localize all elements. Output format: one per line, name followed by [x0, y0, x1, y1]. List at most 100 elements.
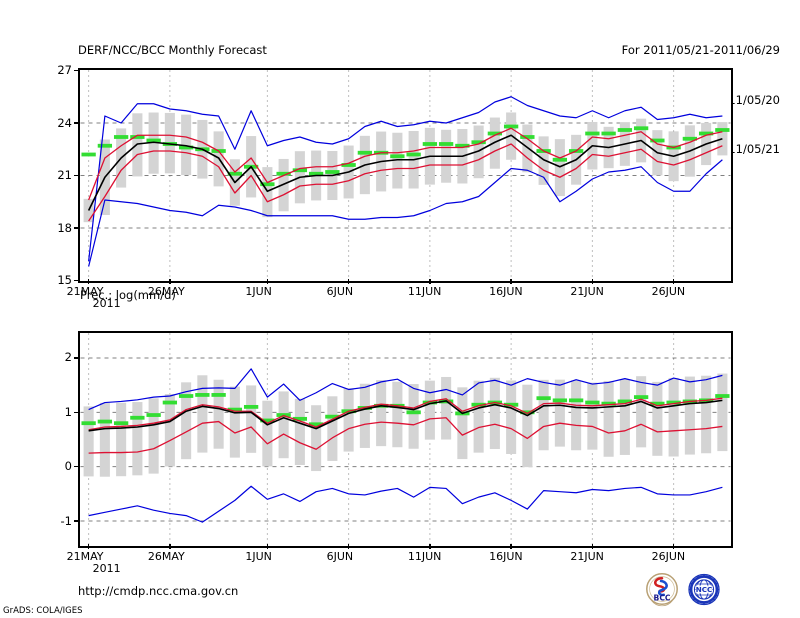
temperature-plot-canvas	[80, 70, 731, 281]
climatology-dash	[390, 154, 405, 159]
x-tick-label: 1JUN	[245, 550, 272, 563]
precipitation-chart-panel	[78, 331, 733, 548]
spread-bar	[684, 376, 695, 455]
spread-bar	[83, 406, 94, 477]
x-tick-label: 26MAY	[147, 550, 185, 563]
spread-bar	[603, 380, 614, 457]
spread-bar	[701, 375, 712, 454]
x-tick-mark	[266, 544, 269, 549]
climatology-dash	[211, 393, 226, 397]
spread-bar	[522, 384, 533, 468]
spread-bar	[327, 396, 338, 461]
spread-bar	[181, 382, 192, 460]
climatology-dash	[633, 395, 649, 399]
climatology-dash	[260, 418, 275, 423]
spread-bar	[229, 386, 240, 458]
spread-bar	[408, 384, 419, 449]
spread-bar	[164, 394, 175, 467]
ensemble-maximum-line	[88, 96, 723, 262]
climatology-dash	[585, 131, 600, 136]
spread-bar	[116, 402, 127, 477]
climatology-dash	[113, 421, 129, 426]
spread-bar	[278, 158, 289, 212]
spread-bar	[554, 139, 565, 197]
spread-bar	[392, 381, 403, 448]
climatology-dash	[227, 407, 243, 412]
climatology-dash	[585, 400, 600, 405]
climatology-dash	[633, 126, 649, 131]
climatology-dash	[682, 136, 698, 141]
ensemble-maximum-line	[88, 368, 723, 411]
climatology-dash	[341, 163, 356, 167]
spread-bar	[538, 136, 549, 185]
climatology-dash	[325, 170, 340, 174]
bcc-logo: BCC	[644, 573, 680, 611]
climatology-dash	[325, 414, 340, 419]
grads-attribution: GrADS: COLA/IGES	[3, 606, 83, 616]
climatology-dash	[536, 396, 551, 401]
spread-bar	[571, 380, 582, 451]
climatology-dash	[276, 171, 291, 176]
x-tick-mark	[591, 544, 594, 549]
spread-bar	[148, 398, 159, 474]
climatology-dash	[308, 422, 324, 427]
ncc-logo: NCC	[686, 573, 722, 611]
source-url[interactable]: http://cmdp.ncc.cma.gov.cn	[78, 584, 239, 598]
climatology-dash	[455, 143, 470, 148]
lower-quartile-line	[88, 143, 723, 222]
spread-bar	[294, 398, 305, 466]
climatology-dash	[195, 393, 210, 397]
climatology-dash	[260, 182, 275, 187]
spread-bar	[197, 375, 208, 453]
x-tick-mark	[510, 279, 512, 284]
climatology-dash	[308, 171, 324, 176]
x-tick-label: 26JUN	[651, 550, 686, 563]
climatology-dash	[552, 398, 568, 403]
x-tick-mark	[429, 279, 431, 284]
x-tick-mark	[672, 279, 675, 284]
climatology-dash	[406, 410, 421, 415]
spread-bar	[554, 379, 565, 447]
spread-bar	[506, 380, 517, 454]
y-tick-label: -1	[60, 513, 72, 528]
forecast-period-label: For 2011/05/21-2011/06/29	[621, 43, 780, 57]
climatology-dash	[601, 401, 616, 406]
spread-bar	[181, 114, 192, 176]
x-tick-label: 11JUN	[407, 285, 442, 298]
climatology-dash	[568, 398, 584, 403]
climatology-dash	[650, 138, 665, 143]
spread-bar	[489, 377, 500, 450]
x-tick-label: 26JUN	[651, 285, 686, 298]
x-axis-year-label: 2011	[92, 562, 121, 575]
climatology-dash	[471, 140, 486, 145]
climatology-dash	[357, 150, 373, 155]
x-tick-mark	[347, 544, 350, 549]
climatology-dash	[97, 143, 113, 148]
x-tick-mark	[591, 279, 594, 284]
x-tick-label: 21JUN	[570, 550, 604, 563]
climatology-dash	[113, 135, 129, 139]
climatology-dash	[178, 394, 194, 398]
x-tick-mark	[169, 279, 171, 284]
y-tick-mark	[74, 411, 79, 414]
climatology-dash	[520, 135, 535, 139]
x-tick-label: 6JUN	[326, 285, 354, 298]
y-tick-label: 24	[57, 115, 72, 130]
spread-bar	[717, 373, 728, 452]
temperature-chart-panel	[78, 68, 733, 283]
bcc-logo-text: BCC	[654, 593, 671, 602]
y-tick-label: 15	[57, 273, 72, 287]
ensemble-minimum-line	[88, 159, 723, 267]
climatology-dash	[146, 413, 161, 417]
climatology-dash	[146, 138, 161, 143]
x-tick-label: 1JUN	[245, 285, 272, 298]
spread-bar	[376, 380, 387, 447]
spread-bar	[262, 167, 273, 218]
ensemble-mean-line	[88, 399, 723, 432]
y-tick-mark	[74, 279, 79, 282]
y-tick-mark	[74, 465, 79, 468]
climatology-dash	[81, 152, 96, 157]
chart-header: DERF/NCC/BCC Monthly Forecast Member Siz…	[0, 0, 800, 156]
spread-bar	[148, 112, 159, 174]
climatology-dash	[715, 394, 730, 398]
